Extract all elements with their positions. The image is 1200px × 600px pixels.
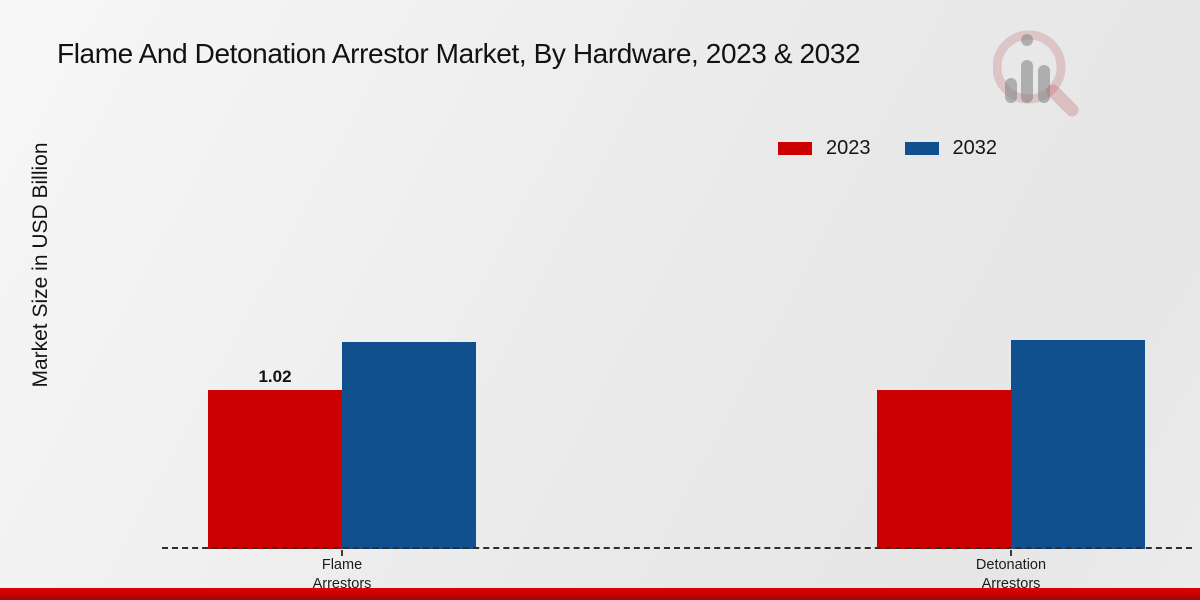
bar-2023-flame-arrestors xyxy=(208,390,342,549)
x-axis-tick xyxy=(1010,550,1012,556)
x-axis-tick xyxy=(341,550,343,556)
legend-swatch-2032 xyxy=(904,142,939,155)
legend-label-2032: 2032 xyxy=(952,137,998,159)
legend-item-2023: 2023 xyxy=(778,137,871,160)
logo-bar-tall xyxy=(1021,60,1033,103)
chart-title: Flame And Detonation Arrestor Market, By… xyxy=(57,38,861,69)
x-category-label-line: Flame xyxy=(321,557,363,573)
legend-label-2023: 2023 xyxy=(826,137,871,159)
logo-bar-short xyxy=(1005,78,1017,103)
bar-2023-detonation-arrestors xyxy=(877,390,1011,549)
logo-bar-mid xyxy=(1038,65,1050,103)
footer-stripe xyxy=(0,588,1200,600)
magnifier-bar-chart-logo xyxy=(993,30,1079,117)
y-axis-label: Market Size in USD Billion xyxy=(29,142,52,388)
legend: 2023 2032 xyxy=(778,137,1031,160)
x-axis-baseline xyxy=(162,547,1192,549)
logo-dot xyxy=(1021,34,1033,46)
x-category-label-line: Detonation xyxy=(975,557,1047,573)
magnifier-handle xyxy=(1046,84,1079,117)
bar-value-label: 1.02 xyxy=(258,367,292,386)
legend-swatch-2023 xyxy=(778,142,812,155)
bar-2032-detonation-arrestors xyxy=(1011,340,1145,549)
bar-2032-flame-arrestors xyxy=(342,342,476,549)
legend-item-2032: 2032 xyxy=(904,137,998,160)
